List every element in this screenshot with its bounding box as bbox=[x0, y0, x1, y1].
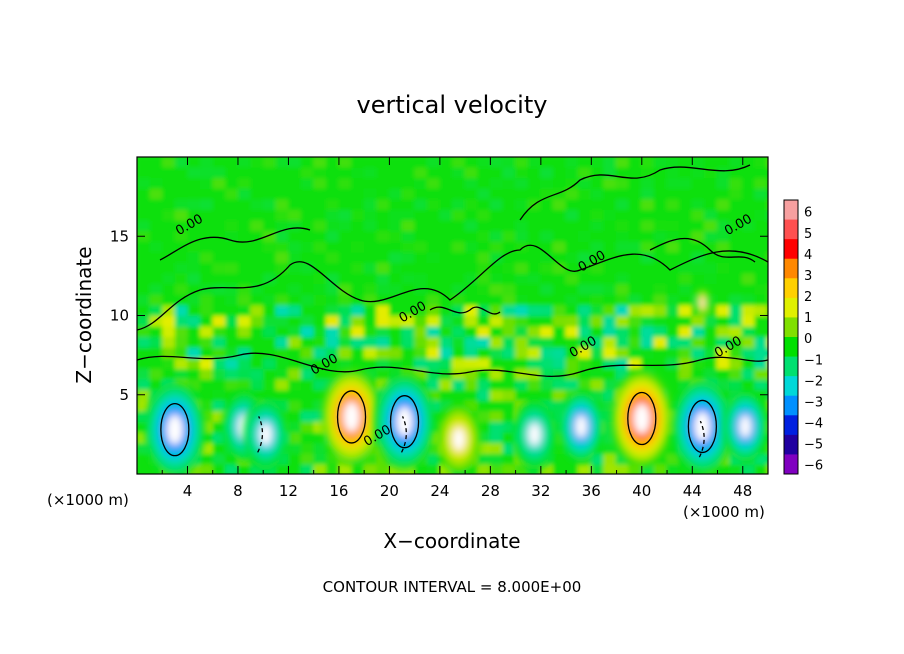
velocity-cell bbox=[723, 390, 768, 463]
colorbar-label: 6 bbox=[804, 206, 812, 221]
contour-line-negative bbox=[257, 416, 264, 453]
velocity-cells bbox=[144, 288, 768, 474]
colorbar-label: −5 bbox=[804, 438, 823, 453]
colorbar-label: −3 bbox=[804, 395, 823, 410]
velocity-field bbox=[137, 157, 768, 474]
colorbar-swatch bbox=[784, 356, 798, 377]
chart-title: vertical velocity bbox=[357, 91, 548, 119]
colorbar-label: −4 bbox=[804, 417, 823, 432]
y-tick-label: 15 bbox=[110, 227, 129, 245]
colorbar-swatch bbox=[784, 278, 798, 299]
x-tick-label: 20 bbox=[380, 482, 399, 500]
contour-line bbox=[429, 306, 501, 315]
y-tick-label: 10 bbox=[110, 307, 129, 325]
colorbar-swatch bbox=[784, 376, 798, 397]
velocity-cell bbox=[512, 398, 557, 471]
colorbar-label: −2 bbox=[804, 374, 823, 389]
colorbar: 6 5 4 3 2 1 0 −1 −2 −3 −4 −5 −6 bbox=[783, 199, 823, 475]
colorbar-swatch bbox=[784, 434, 798, 455]
colorbar-label: −1 bbox=[804, 353, 823, 368]
colorbar-label: −6 bbox=[804, 459, 823, 474]
colorbar-label: 4 bbox=[804, 248, 812, 263]
colorbar-label: 5 bbox=[804, 227, 812, 242]
x-tick-label: 16 bbox=[329, 482, 348, 500]
y-axis-label: Z−coordinate bbox=[72, 246, 96, 383]
plot-area: 0.000.000.000.000.000.000.000.00 bbox=[137, 157, 768, 474]
contour-line bbox=[159, 227, 311, 261]
x-axis-label: X−coordinate bbox=[383, 529, 520, 553]
contour-lines bbox=[137, 164, 768, 458]
x-tick-label: 8 bbox=[233, 482, 243, 500]
colorbar-swatch bbox=[784, 297, 798, 318]
x-tick-label: 28 bbox=[481, 482, 500, 500]
contour-line bbox=[389, 395, 420, 449]
velocity-cell bbox=[144, 381, 205, 474]
colorbar-swatch bbox=[784, 200, 798, 220]
x-unit-left: (×1000 m) bbox=[47, 491, 129, 509]
x-axis: 4 8 12 16 20 24 28 32 36 40 44 48 bbox=[161, 157, 752, 500]
x-tick-label: 24 bbox=[430, 482, 449, 500]
colorbar-label: 1 bbox=[804, 311, 812, 326]
x-tick-label: 36 bbox=[582, 482, 601, 500]
x-tick-label: 44 bbox=[683, 482, 702, 500]
contour-line bbox=[649, 237, 756, 263]
x-tick-label: 4 bbox=[183, 482, 193, 500]
colorbar-label: 0 bbox=[804, 332, 812, 347]
colorbar-label: 3 bbox=[804, 269, 812, 284]
colorbar-label: 2 bbox=[804, 290, 812, 305]
velocity-cell bbox=[436, 403, 481, 474]
velocity-cell bbox=[321, 368, 382, 465]
x-tick-label: 48 bbox=[733, 482, 752, 500]
contour-line-negative bbox=[698, 420, 705, 458]
contour-line-negative bbox=[400, 416, 407, 453]
colorbar-swatch bbox=[784, 317, 798, 338]
contour-line bbox=[519, 164, 751, 221]
colorbar-swatch bbox=[784, 337, 798, 357]
contour-line bbox=[137, 352, 768, 377]
colorbar-swatch bbox=[784, 395, 798, 416]
velocity-cell bbox=[611, 370, 672, 467]
velocity-cell bbox=[559, 390, 604, 463]
y-axis: 5 10 15 bbox=[110, 227, 768, 404]
x-unit-right: (×1000 m) bbox=[683, 503, 765, 521]
contour-line bbox=[627, 391, 657, 446]
contour-line bbox=[160, 402, 190, 457]
contour-line bbox=[137, 244, 768, 331]
x-tick-label: 32 bbox=[531, 482, 550, 500]
contour-line bbox=[336, 390, 367, 444]
velocity-cell bbox=[695, 288, 710, 317]
contour-line bbox=[687, 399, 718, 454]
contour-interval-footer: CONTOUR INTERVAL = 8.000E+00 bbox=[323, 578, 582, 596]
velocity-cell bbox=[243, 398, 288, 471]
colorbar-swatch bbox=[784, 454, 798, 475]
colorbar-swatch bbox=[784, 415, 798, 436]
colorbar-frame bbox=[783, 199, 799, 475]
colorbar-swatch bbox=[784, 239, 798, 260]
colorbar-swatch bbox=[784, 219, 798, 240]
colorbar-swatch bbox=[784, 258, 798, 279]
x-tick-label: 12 bbox=[279, 482, 298, 500]
x-tick-label: 40 bbox=[632, 482, 651, 500]
y-tick-label: 5 bbox=[119, 386, 129, 404]
